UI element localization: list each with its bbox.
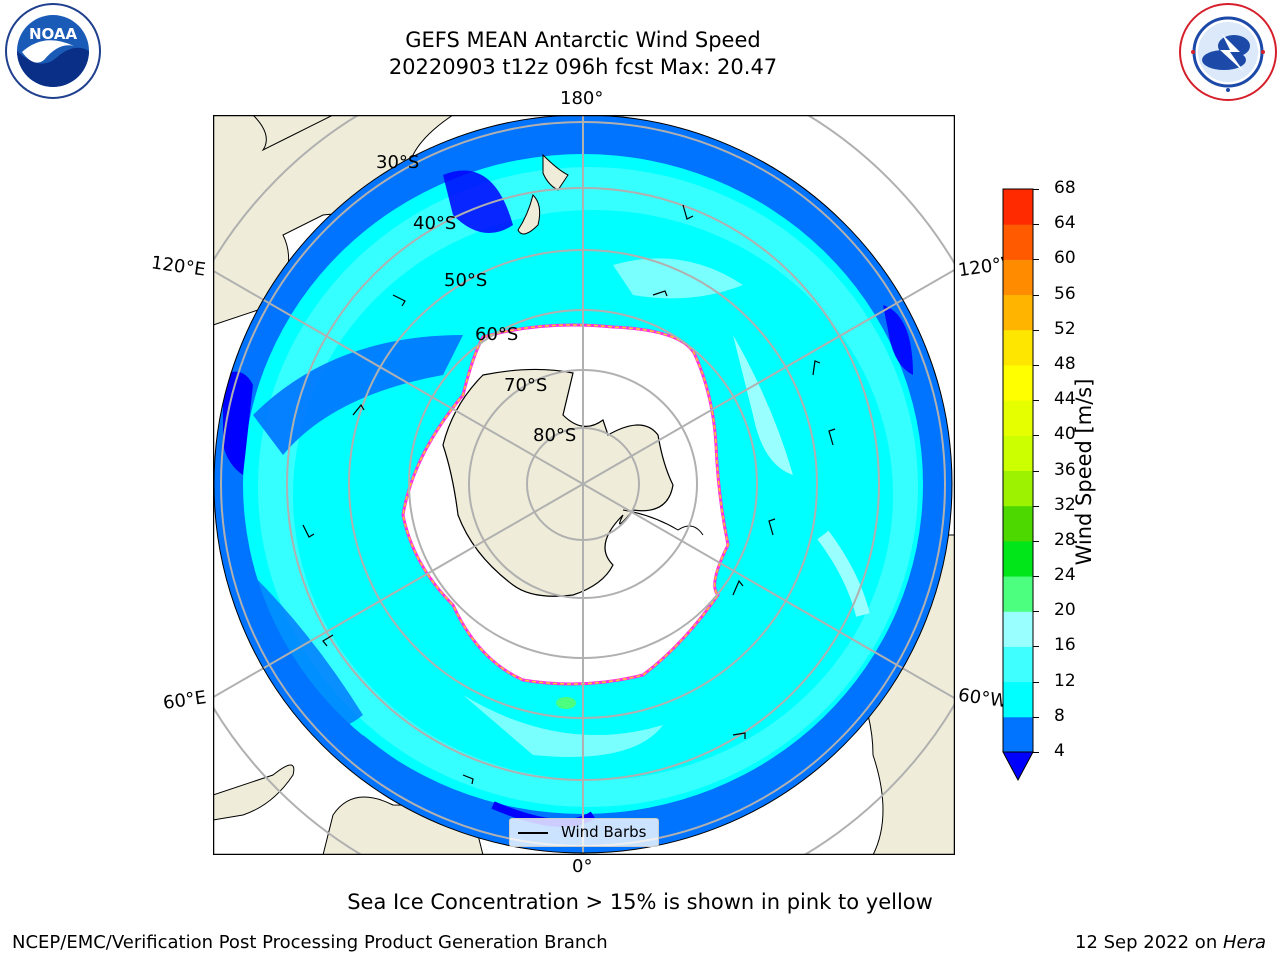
- lat-label-70s: 70°S: [504, 375, 548, 396]
- colorbar-extend-arrow: [1002, 751, 1034, 782]
- colorbar-tick-label: 48: [1054, 353, 1076, 374]
- lat-label-60s: 60°S: [475, 324, 519, 345]
- colorbar-tick-mark: [1033, 294, 1039, 296]
- map-legend: Wind Barbs: [509, 818, 659, 847]
- colorbar-tick-label: 32: [1054, 494, 1076, 515]
- footer-branch: NCEP/EMC/Verification Post Processing Pr…: [12, 932, 608, 953]
- lat-label-40s: 40°S: [413, 213, 457, 234]
- colorbar-tick-label: 36: [1054, 459, 1076, 480]
- lat-label-50s: 50°S: [444, 270, 488, 291]
- footer-date-text: 12 Sep 2022 on: [1075, 932, 1223, 953]
- antarctic-wind-map: [213, 115, 955, 855]
- lon-label-120e: 120°E: [149, 252, 207, 281]
- noaa-logo: NOAA: [5, 3, 101, 99]
- colorbar-tick-mark: [1033, 752, 1039, 753]
- nws-logo: [1179, 3, 1277, 101]
- colorbar-tick-label: 44: [1054, 389, 1076, 410]
- sea-ice-caption: Sea Ice Concentration > 15% is shown in …: [347, 890, 933, 914]
- colorbar-segment: [1003, 646, 1033, 683]
- legend-label: Wind Barbs: [561, 823, 647, 841]
- colorbar-tick-mark: [1033, 716, 1039, 718]
- colorbar-tick-label: 52: [1054, 318, 1076, 339]
- colorbar-segment: [1003, 400, 1033, 436]
- colorbar-segment: [1003, 259, 1033, 296]
- colorbar-tick-label: 56: [1054, 283, 1076, 304]
- footer-host: Hera: [1222, 932, 1266, 953]
- colorbar-tick-label: 4: [1054, 741, 1065, 761]
- colorbar-tick-label: 40: [1054, 424, 1076, 445]
- footer-date: 12 Sep 2022 on Hera: [1075, 932, 1266, 953]
- lon-label-0: 0°: [572, 856, 593, 877]
- colorbar-label: Wind Speed [m/s]: [1072, 378, 1096, 566]
- colorbar-tick-mark: [1033, 505, 1039, 507]
- colorbar-segment: [1003, 505, 1033, 542]
- colorbar-tick-label: 28: [1054, 529, 1076, 550]
- lon-label-60e: 60°E: [161, 687, 208, 714]
- colorbar-segment: [1003, 576, 1033, 612]
- noaa-logo-text: NOAA: [29, 25, 78, 43]
- colorbar-tick-mark: [1033, 611, 1039, 613]
- chart-subtitle: 20220903 t12z 096h fcst Max: 20.47: [388, 55, 778, 79]
- colorbar-segment: [1003, 294, 1033, 331]
- colorbar-tick-mark: [1033, 470, 1039, 472]
- colorbar-tick-mark: [1033, 189, 1039, 190]
- colorbar-segment: [1003, 470, 1033, 507]
- lon-label-180: 180°: [560, 88, 604, 109]
- colorbar-tick-label: 64: [1054, 213, 1076, 234]
- colorbar-segment: [1003, 189, 1033, 225]
- colorbar-tick-mark: [1033, 646, 1039, 648]
- colorbar-tick-mark: [1033, 329, 1039, 331]
- colorbar-segment: [1003, 224, 1033, 260]
- colorbar-tick-mark: [1033, 681, 1039, 683]
- colorbar-tick-mark: [1033, 576, 1039, 578]
- lat-label-80s: 80°S: [533, 425, 577, 446]
- colorbar-segment: [1003, 435, 1033, 471]
- colorbar-tick-label: 24: [1054, 565, 1076, 586]
- wind-barb-legend-line: [518, 832, 548, 834]
- colorbar: [1002, 188, 1034, 782]
- wind-barbs: [302, 204, 836, 785]
- colorbar-tick-label: 68: [1054, 178, 1076, 198]
- colorbar-tick-mark: [1033, 364, 1039, 366]
- colorbar-tick-label: 12: [1054, 670, 1076, 691]
- colorbar-tick-mark: [1033, 224, 1039, 226]
- colorbar-tick-mark: [1033, 435, 1039, 437]
- chart-title: GEFS MEAN Antarctic Wind Speed: [405, 28, 761, 52]
- antarctica-land: [442, 368, 674, 597]
- africa-land: [213, 764, 295, 821]
- colorbar-segment: [1003, 611, 1033, 647]
- colorbar-tick-mark: [1033, 400, 1039, 402]
- colorbar-segment: [1003, 329, 1033, 366]
- colorbar-segment: [1003, 364, 1033, 401]
- colorbar-tick-label: 20: [1054, 600, 1076, 621]
- colorbar-segment: [1003, 716, 1033, 753]
- colorbar-segment: [1003, 681, 1033, 718]
- colorbar-tick-label: 16: [1054, 635, 1076, 656]
- colorbar-tick-mark: [1033, 259, 1039, 261]
- lat-label-30s: 30°S: [376, 152, 420, 173]
- colorbar-segment: [1003, 540, 1033, 577]
- colorbar-tick-label: 60: [1054, 248, 1076, 269]
- colorbar-tick-label: 8: [1054, 705, 1065, 726]
- colorbar-tick-mark: [1033, 540, 1039, 542]
